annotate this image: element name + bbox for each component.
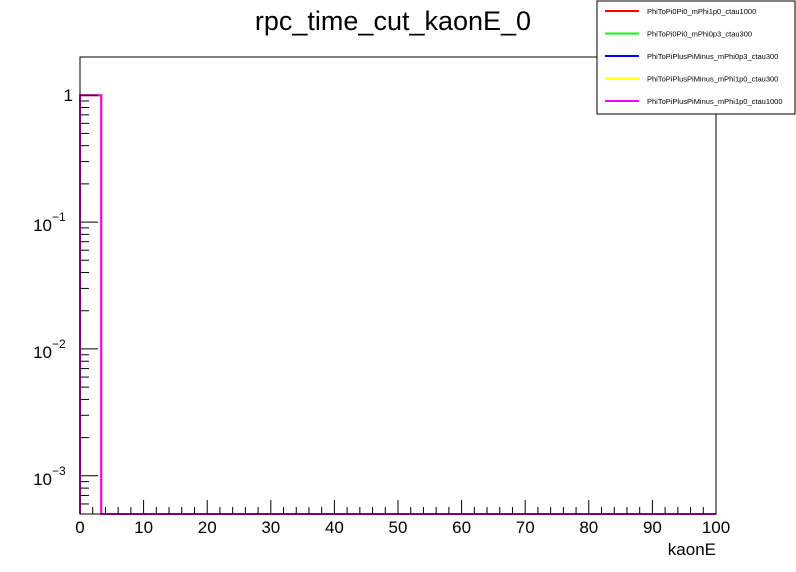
x-tick-label: 20 [198, 518, 217, 537]
y-tick-exponent: −3 [52, 464, 66, 478]
x-tick-label: 40 [325, 518, 344, 537]
legend-entry-label: PhiToPiPlusPiMinus_mPhi1p0_ctau1000 [647, 97, 783, 106]
legend-entry-label: PhiToPi0Pi0_mPhi1p0_ctau1000 [647, 7, 756, 16]
y-axis: 110−110−210−3 [33, 56, 98, 515]
legend-entry-label: PhiToPi0Pi0_mPhi0p3_ctau300 [647, 30, 752, 39]
histogram-series-5 [79, 94, 716, 515]
x-axis-label: kaonE [668, 540, 716, 559]
x-tick-label: 0 [75, 518, 84, 537]
x-tick-label: 10 [134, 518, 153, 537]
legend-entry-label: PhiToPiPlusPiMinus_mPhi1p0_ctau300 [647, 75, 778, 84]
x-axis: 0 10 20 30 40 50 60 70 80 90 100 [75, 500, 730, 537]
y-tick-label: 10 [33, 343, 52, 362]
histogram-series-1 [79, 94, 716, 515]
x-tick-label: 50 [389, 518, 408, 537]
legend-box [596, 0, 796, 115]
y-tick-label: 10 [33, 470, 52, 489]
y-tick-exponent: −2 [52, 337, 66, 351]
plot-area [79, 94, 716, 515]
x-tick-label: 60 [452, 518, 471, 537]
histogram-series-3 [79, 94, 716, 515]
x-tick-label: 70 [516, 518, 535, 537]
legend-entry-label: PhiToPiPlusPiMinus_mPhi0p3_ctau300 [647, 52, 778, 61]
y-tick-exponent: −1 [52, 210, 66, 224]
x-tick-label: 80 [579, 518, 598, 537]
x-tick-label: 90 [643, 518, 662, 537]
x-tick-label: 30 [261, 518, 280, 537]
y-tick-label: 10 [33, 216, 52, 235]
plot-frame [79, 56, 717, 515]
chart-title: rpc_time_cut_kaonE_0 [255, 6, 531, 36]
legend: PhiToPi0Pi0_mPhi1p0_ctau1000 PhiToPi0Pi0_… [596, 0, 796, 115]
x-tick-label: 100 [702, 518, 730, 537]
histogram-series-2 [79, 94, 716, 515]
histogram-series-4 [79, 94, 716, 515]
y-tick-label: 1 [64, 86, 73, 105]
